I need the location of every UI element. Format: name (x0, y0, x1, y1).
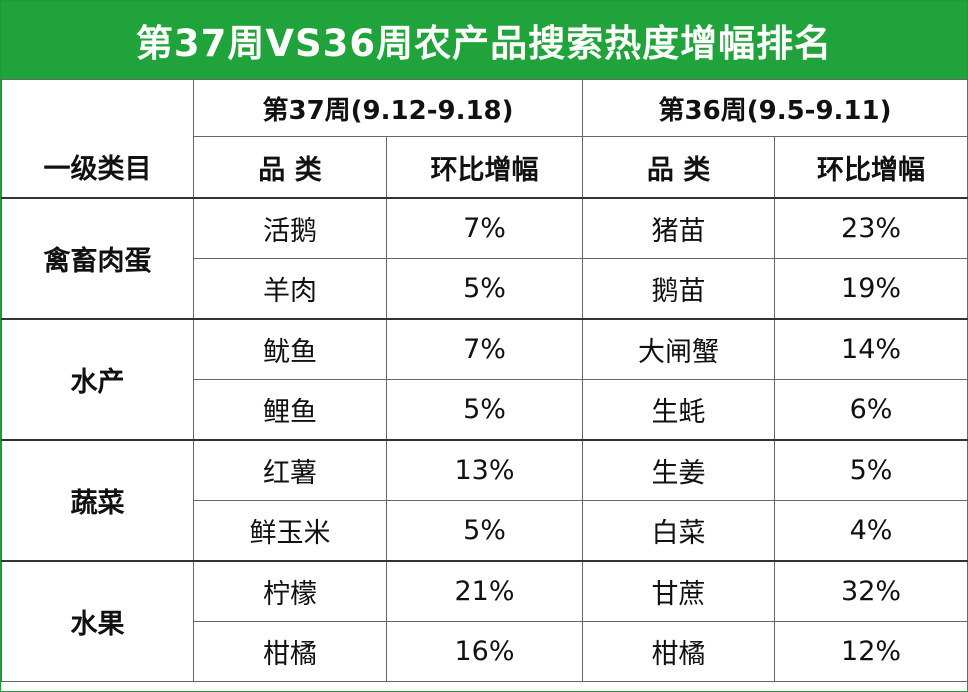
item-w36: 甘蔗 (582, 560, 776, 622)
header-change-w37: 环比增幅 (385, 136, 584, 199)
item-w36: 生姜 (582, 439, 776, 501)
change-w37: 5% (385, 379, 584, 441)
period-week37: 第37周(9.12-9.18) (192, 79, 584, 137)
change-w36: 23% (774, 197, 968, 259)
change-w36: 4% (774, 500, 968, 562)
header-change-w36: 环比增幅 (774, 136, 968, 199)
period-header-row: 第37周(9.12-9.18) 第36周(9.5-9.11) (1, 79, 968, 137)
column-header-row: 一级类目 品 类 环比增幅 品 类 环比增幅 (1, 136, 968, 199)
table-row: 鲤鱼 5% 生蚝 6% (2, 379, 968, 441)
change-w37: 7% (385, 318, 584, 380)
table-row: 禽畜肉蛋 活鹅 7% 猪苗 23% (1, 197, 968, 320)
item-w37: 鲤鱼 (193, 379, 387, 441)
header-item-w37: 品 类 (193, 136, 387, 199)
category-cell: 水果 (1, 560, 194, 682)
item-w37: 鱿鱼 (193, 318, 387, 380)
change-w37: 5% (385, 258, 584, 320)
item-w37: 鲜玉米 (193, 500, 387, 562)
item-w36: 柑橘 (582, 621, 776, 682)
period-week36: 第36周(9.5-9.11) (582, 79, 968, 137)
table-row: 水产 鱿鱼 7% 大闸蟹 14% (1, 318, 968, 441)
category-cell: 水产 (1, 318, 194, 441)
change-w37: 21% (385, 560, 584, 622)
item-w37: 红薯 (193, 439, 387, 501)
change-w37: 7% (385, 197, 584, 259)
table-row: 柑橘 16% 柑橘 12% (2, 621, 968, 682)
item-w37: 柠檬 (193, 560, 387, 622)
header-category: 一级类目 (1, 136, 194, 199)
change-w36: 5% (774, 439, 968, 501)
item-w37: 柑橘 (193, 621, 387, 682)
header-item-w36: 品 类 (582, 136, 776, 199)
item-w36: 生蚝 (582, 379, 776, 441)
change-w37: 5% (385, 500, 584, 562)
corner-cell (1, 79, 194, 137)
item-w36: 猪苗 (582, 197, 776, 259)
change-w37: 16% (385, 621, 584, 682)
change-w36: 32% (774, 560, 968, 622)
change-w36: 12% (774, 621, 968, 682)
item-w36: 大闸蟹 (582, 318, 776, 380)
item-w37: 羊肉 (193, 258, 387, 320)
table-row: 蔬菜 红薯 13% 生姜 5% (1, 439, 968, 562)
category-cell: 禽畜肉蛋 (1, 197, 194, 320)
item-w36: 白菜 (582, 500, 776, 562)
table-row: 水果 柠檬 21% 甘蔗 32% (1, 560, 968, 682)
item-w37: 活鹅 (193, 197, 387, 259)
change-w36: 6% (774, 379, 968, 441)
ranking-table: 第37周(9.12-9.18) 第36周(9.5-9.11) 一级类目 品 类 … (1, 79, 968, 682)
category-cell: 蔬菜 (1, 439, 194, 562)
table-title: 第37周VS36周农产品搜索热度增幅排名 (1, 1, 967, 79)
change-w36: 19% (774, 258, 968, 320)
change-w37: 13% (385, 439, 584, 501)
change-w36: 14% (774, 318, 968, 380)
item-w36: 鹅苗 (582, 258, 776, 320)
table-row: 鲜玉米 5% 白菜 4% (2, 500, 968, 562)
